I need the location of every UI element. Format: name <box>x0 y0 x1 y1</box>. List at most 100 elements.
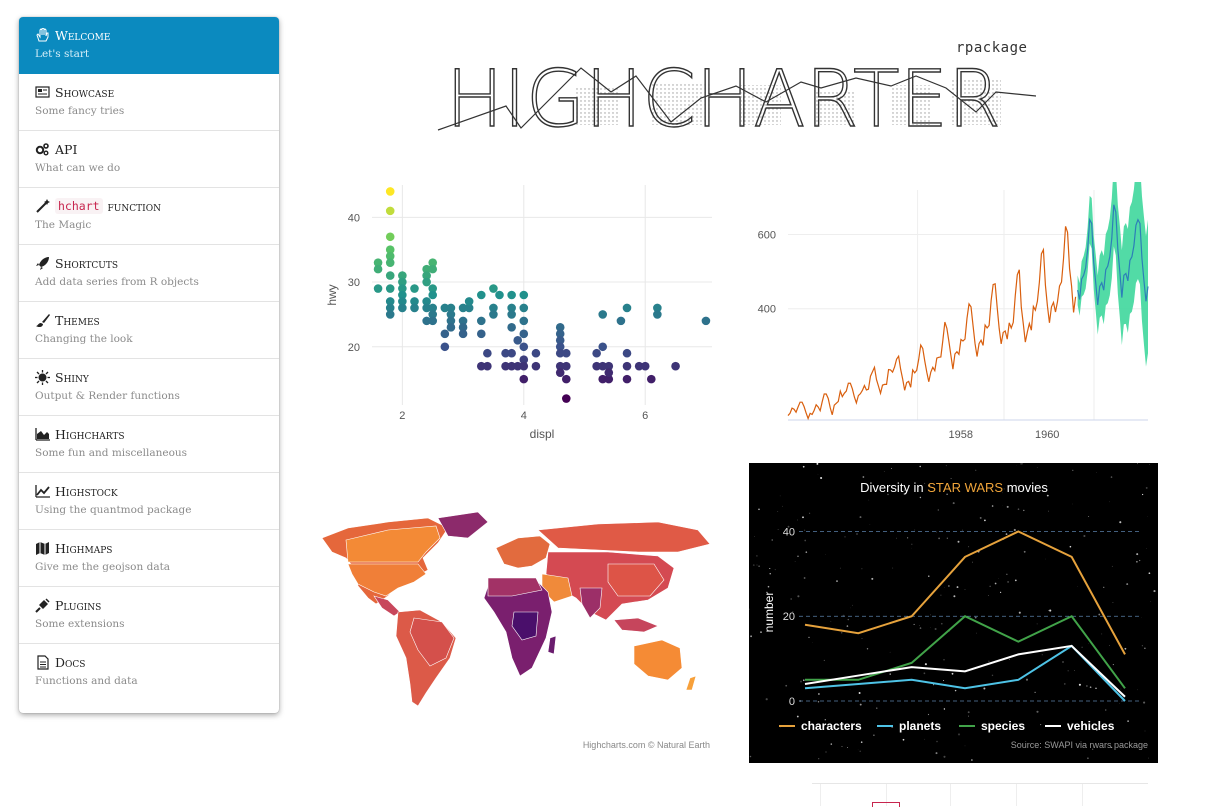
star <box>841 746 842 747</box>
scatter-point <box>592 349 601 358</box>
star <box>820 477 822 479</box>
legend-label-species[interactable]: species <box>981 719 1025 733</box>
star <box>948 585 949 586</box>
star <box>753 564 755 566</box>
star <box>965 589 966 590</box>
x-tick-label: 1960 <box>1035 429 1059 441</box>
sun-icon <box>35 370 52 384</box>
star <box>804 540 806 542</box>
scatter-point <box>386 258 395 267</box>
star <box>1148 758 1149 759</box>
star <box>958 733 960 735</box>
sidebar-item-title: Themes <box>35 311 279 329</box>
scatter-point <box>532 349 541 358</box>
star <box>992 505 994 507</box>
legend-label-vehicles[interactable]: vehicles <box>1067 719 1115 733</box>
star <box>844 536 845 537</box>
document-icon <box>35 655 52 669</box>
scatter-point <box>410 304 419 313</box>
scatter-point <box>507 349 516 358</box>
y-tick-label: 40 <box>783 526 795 538</box>
map-credits[interactable]: Highcharts.com © Natural Earth <box>583 740 710 750</box>
star <box>862 638 863 639</box>
star <box>992 675 993 676</box>
scatter-point <box>604 368 613 377</box>
sidebar-item-label: function <box>108 199 161 214</box>
sidebar-item-title: Welcome <box>35 26 279 44</box>
star <box>935 628 937 630</box>
star <box>1072 470 1073 471</box>
scatter-point <box>653 310 662 319</box>
star <box>803 679 804 680</box>
scatter-point <box>386 310 395 319</box>
star <box>1142 645 1143 646</box>
map-region-indonesia <box>614 618 658 632</box>
scatter-point <box>428 317 437 326</box>
star <box>780 496 781 497</box>
star <box>1137 690 1138 691</box>
scatter-point <box>477 291 486 300</box>
star <box>983 687 985 689</box>
star <box>965 746 966 747</box>
star <box>1037 624 1038 625</box>
star <box>890 673 891 674</box>
sidebar-item-title: Plugins <box>35 596 279 614</box>
star <box>795 561 796 562</box>
paintbrush-icon <box>35 313 52 327</box>
legend-label-characters[interactable]: characters <box>801 719 862 733</box>
star <box>891 468 892 469</box>
star <box>803 466 805 468</box>
y-tick-label: 40 <box>348 212 360 224</box>
star <box>995 583 997 585</box>
scatter-point <box>386 187 395 196</box>
star <box>940 595 941 596</box>
star <box>859 692 861 694</box>
scatter-point <box>598 342 607 351</box>
sidebar-item-title: Highmaps <box>35 539 279 557</box>
star <box>953 502 955 504</box>
star <box>925 663 927 665</box>
newspaper-icon <box>35 85 52 99</box>
map-region-greenland <box>438 512 488 538</box>
star <box>971 759 973 761</box>
star <box>790 598 792 600</box>
star <box>826 752 827 753</box>
star <box>1049 610 1051 612</box>
map-region-russia <box>538 522 710 552</box>
star <box>920 627 922 629</box>
star <box>943 659 944 660</box>
star <box>797 556 798 557</box>
star <box>1095 688 1096 689</box>
scatter-point <box>386 207 395 216</box>
star <box>804 577 806 579</box>
star <box>1072 504 1073 505</box>
scatter-point <box>641 362 650 371</box>
y-tick-label: 0 <box>789 696 795 708</box>
star <box>911 544 912 545</box>
star <box>871 578 873 580</box>
scatter-point <box>428 265 437 274</box>
star <box>873 735 874 736</box>
star <box>848 619 849 620</box>
star <box>972 562 973 563</box>
star <box>914 624 915 625</box>
star <box>1144 648 1145 649</box>
star <box>861 741 863 743</box>
star <box>957 586 959 588</box>
star <box>1109 502 1110 503</box>
legend-label-planets[interactable]: planets <box>899 719 941 733</box>
highcharter-logo: HIGHCHARTER rpackage <box>436 40 1036 135</box>
